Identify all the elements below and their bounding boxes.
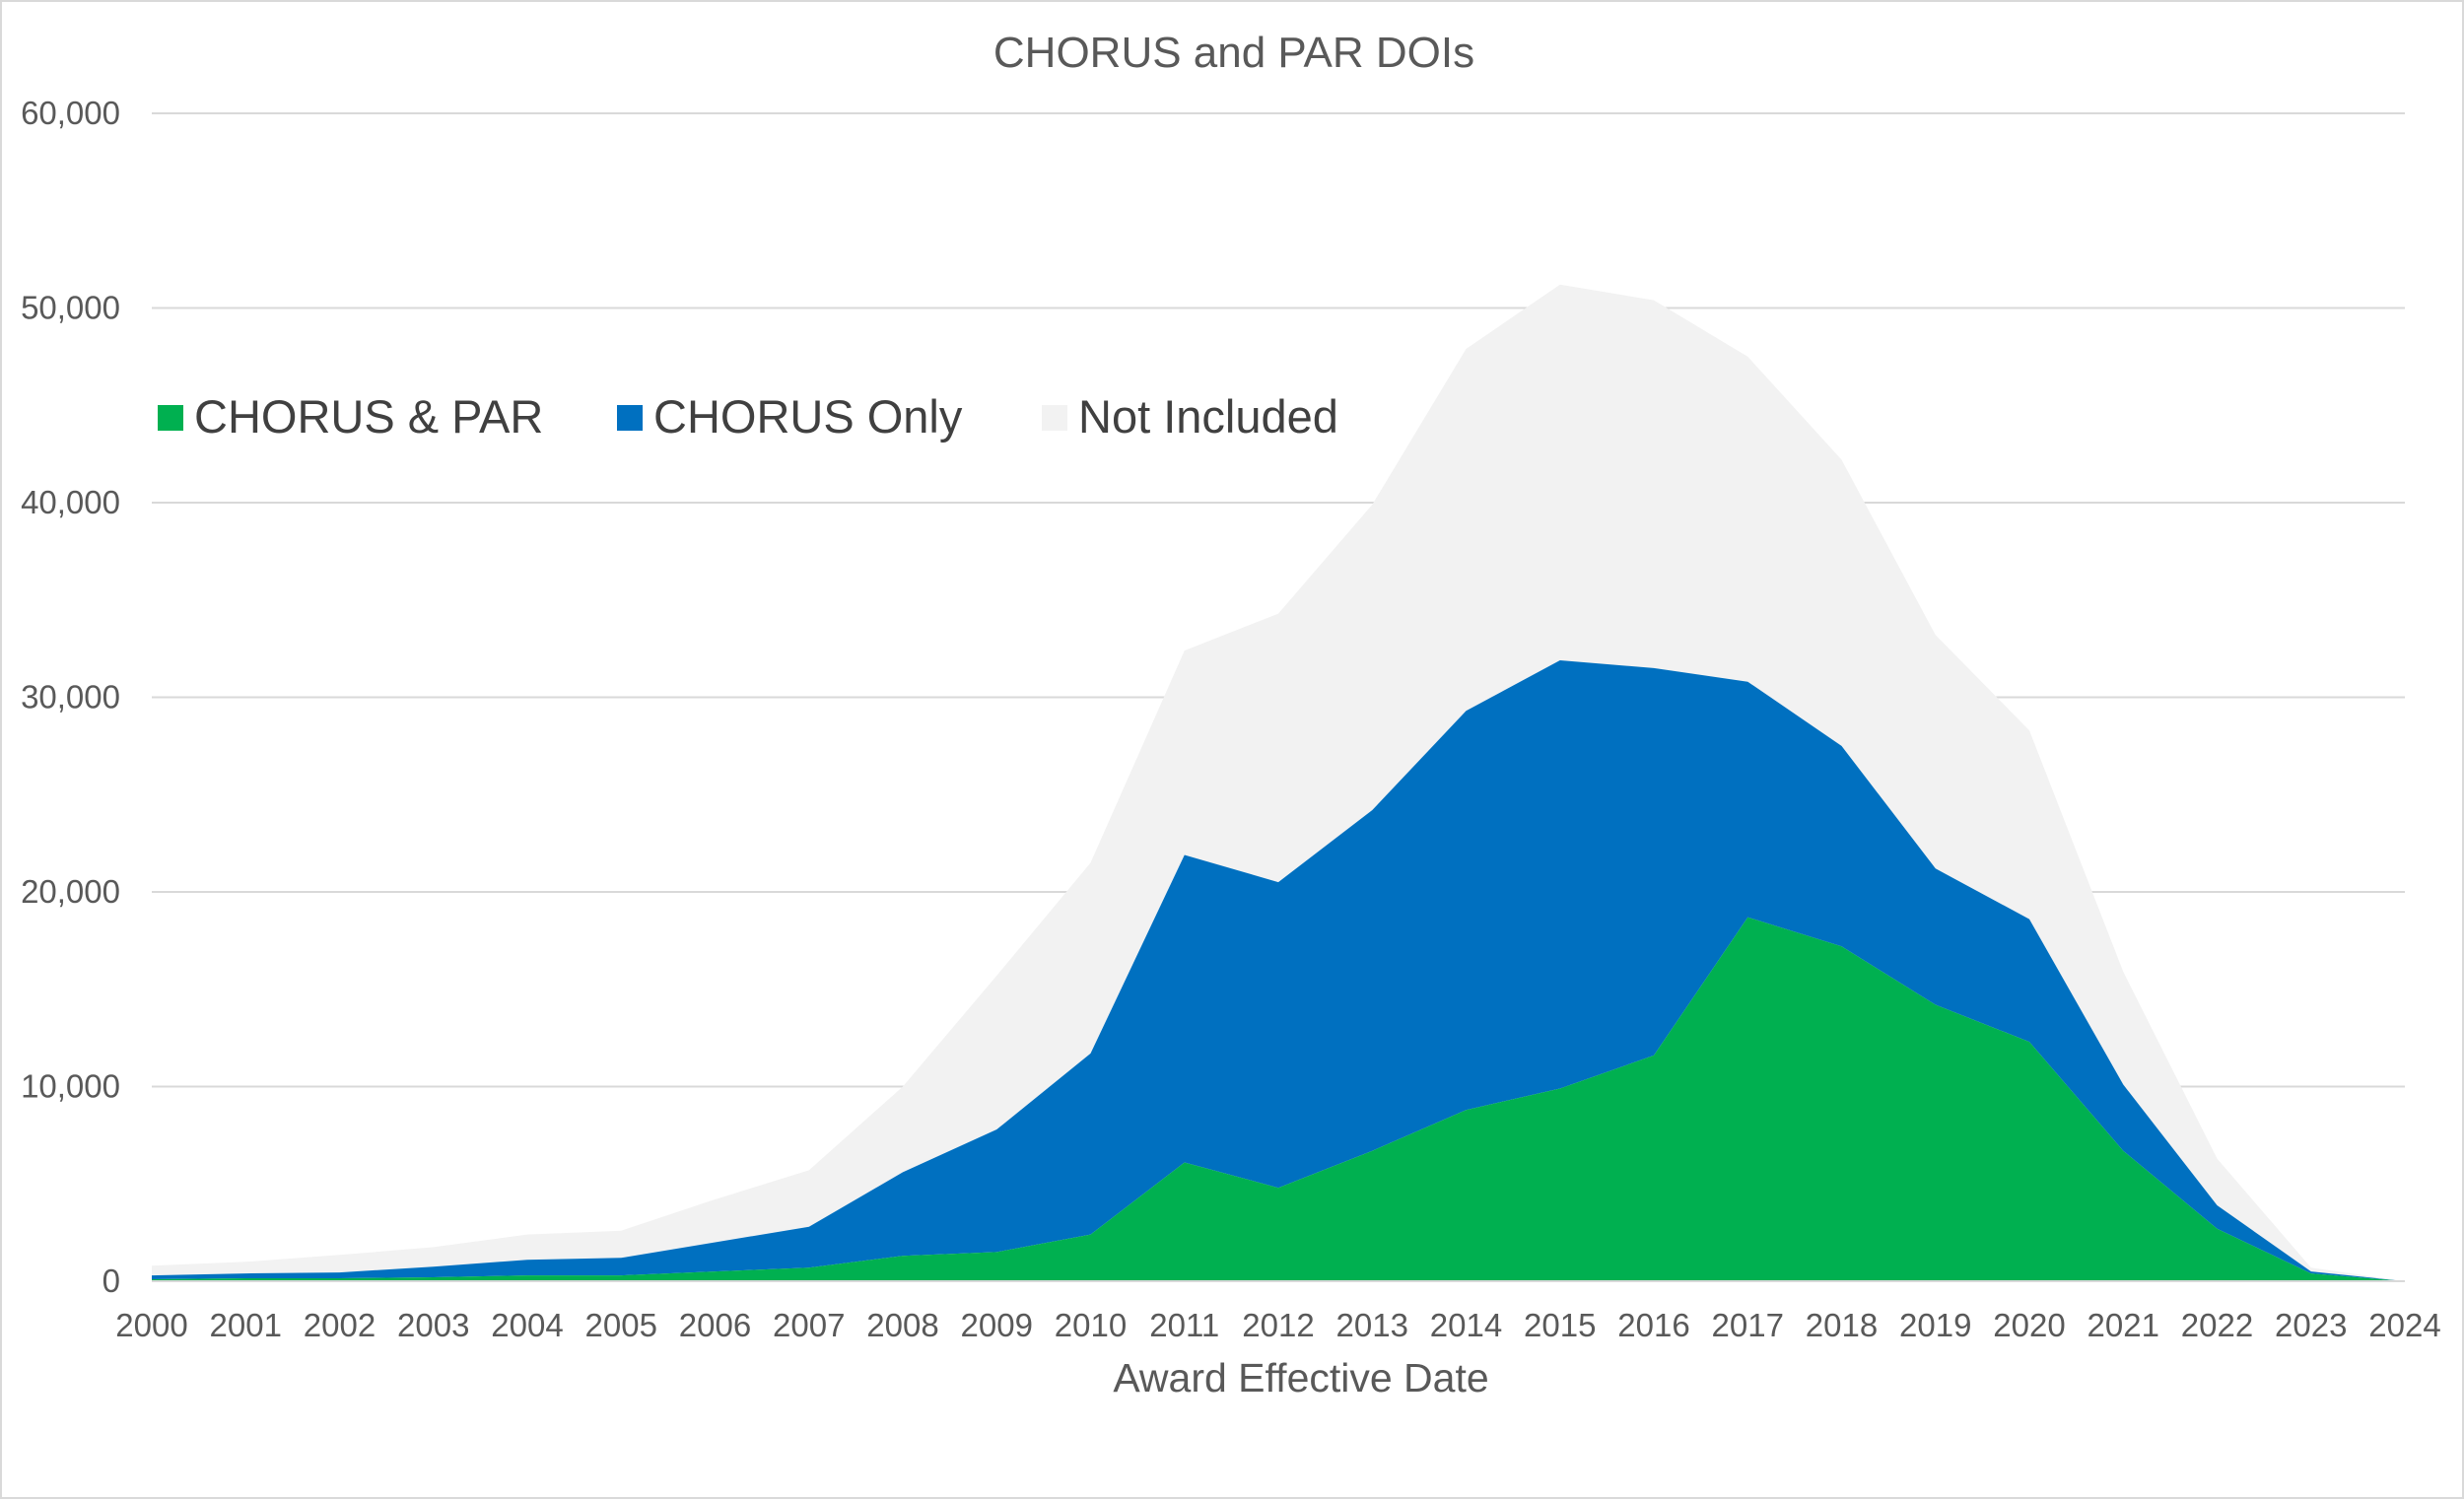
x-axis-tick-labels: 2000 2001 2002 2003 2004 2005 2006 2007 2008 2009… [115, 1307, 2440, 1343]
x-tick-label: 2021 [2088, 1307, 2159, 1343]
x-tick-label: 2020 [1993, 1307, 2065, 1343]
legend-label: CHORUS & PAR [194, 390, 543, 443]
x-tick-label: 2010 [1055, 1307, 1127, 1343]
y-tick-label: 50,000 [21, 290, 120, 326]
x-tick-label: 2001 [210, 1307, 282, 1343]
legend[interactable]: CHORUS & PAR CHORUS Only Not Included [158, 390, 1338, 443]
x-tick-label: 2007 [773, 1307, 845, 1343]
y-axis-tick-labels: 0 10,000 20,000 30,000 40,000 50,000 60,000 [21, 95, 120, 1299]
legend-swatch [1042, 405, 1067, 431]
legend-swatch [617, 405, 643, 431]
area-chorus-only [152, 660, 2405, 1281]
x-tick-label: 2000 [115, 1307, 187, 1343]
x-tick-label: 2018 [1806, 1307, 1878, 1343]
x-tick-label: 2002 [304, 1307, 376, 1343]
legend-label: Not Included [1078, 390, 1338, 443]
y-tick-label: 40,000 [21, 484, 120, 520]
area-series [152, 284, 2405, 1281]
legend-swatch [158, 405, 183, 431]
x-tick-label: 2015 [1524, 1307, 1596, 1343]
y-tick-label: 20,000 [21, 873, 120, 910]
x-tick-label: 2005 [585, 1307, 657, 1343]
chart-title: CHORUS and PAR DOIs [993, 29, 1474, 77]
x-tick-label: 2014 [1430, 1307, 1502, 1343]
x-axis-title: Award Effective Date [1113, 1355, 1488, 1400]
x-tick-label: 2008 [866, 1307, 938, 1343]
area-not-included [152, 284, 2405, 1281]
x-tick-label: 2023 [2275, 1307, 2347, 1343]
legend-item-chorus-par[interactable]: CHORUS & PAR [158, 390, 543, 443]
x-tick-label: 2003 [397, 1307, 469, 1343]
x-tick-label: 2016 [1617, 1307, 1689, 1343]
y-tick-label: 10,000 [21, 1068, 120, 1105]
area-chorus-par [152, 917, 2405, 1281]
legend-item-chorus-only[interactable]: CHORUS Only [617, 390, 963, 443]
x-tick-label: 2019 [1899, 1307, 1971, 1343]
x-tick-label: 2009 [961, 1307, 1033, 1343]
x-tick-label: 2017 [1712, 1307, 1784, 1343]
y-tick-label: 60,000 [21, 95, 120, 131]
x-tick-label: 2022 [2181, 1307, 2253, 1343]
x-tick-label: 2012 [1242, 1307, 1314, 1343]
x-tick-label: 2004 [491, 1307, 563, 1343]
y-tick-label: 30,000 [21, 679, 120, 716]
x-tick-label: 2006 [679, 1307, 751, 1343]
y-tick-label: 0 [103, 1262, 120, 1299]
x-tick-label: 2024 [2368, 1307, 2440, 1343]
x-tick-label: 2011 [1149, 1307, 1219, 1343]
legend-label: CHORUS Only [653, 390, 963, 443]
legend-item-not-included[interactable]: Not Included [1042, 390, 1338, 443]
x-tick-label: 2013 [1336, 1307, 1408, 1343]
